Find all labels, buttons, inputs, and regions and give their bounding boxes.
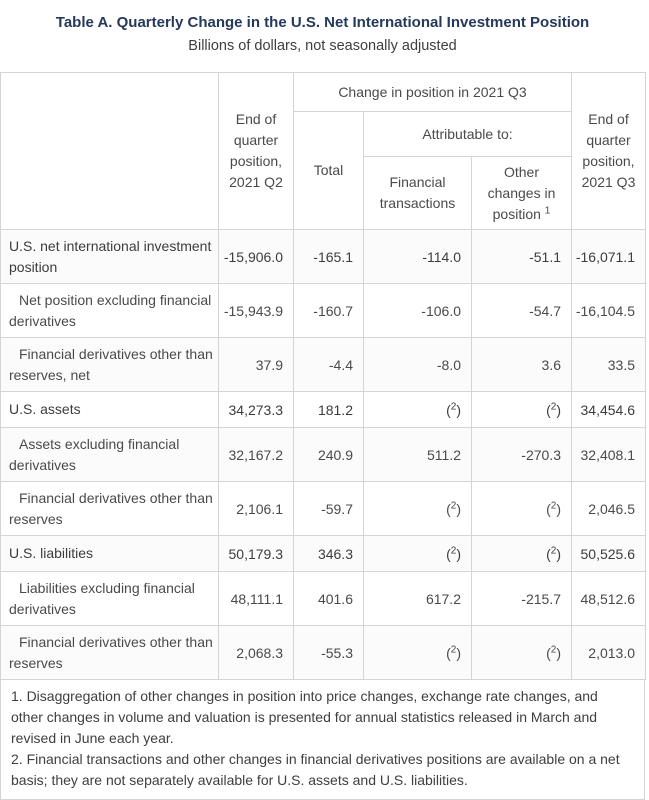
value-cell: (2) xyxy=(471,535,572,572)
title-block: Table A. Quarterly Change in the U.S. Ne… xyxy=(0,0,645,57)
page-title: Table A. Quarterly Change in the U.S. Ne… xyxy=(55,14,590,31)
value-cell: 2,068.3 xyxy=(218,625,294,680)
table-row: U.S. assets 34,273.3 181.2 (2) (2) 34,454.6 xyxy=(0,391,646,428)
value-cell: -215.7 xyxy=(471,571,572,626)
value-cell: (2) xyxy=(471,481,572,536)
footnote-ref-2: 2 xyxy=(550,643,557,655)
value-cell: 48,111.1 xyxy=(218,571,294,626)
col-header-financial-transactions: Financial transactions xyxy=(363,156,472,230)
value-cell: 50,179.3 xyxy=(218,535,294,572)
value-cell: -165.1 xyxy=(293,229,364,284)
value-cell: 511.2 xyxy=(363,427,472,482)
footnote-ref-2: 2 xyxy=(550,544,557,556)
value-cell: -16,104.5 xyxy=(571,283,646,338)
value-cell: -51.1 xyxy=(471,229,572,284)
table-row: Financial derivatives other than reserve… xyxy=(0,481,646,536)
row-label: Financial derivatives other than reserve… xyxy=(0,481,219,536)
col-header-change-group: Change in position in 2021 Q3 xyxy=(293,72,572,112)
table-row: Financial derivatives other than reserve… xyxy=(0,337,646,392)
footnote-ref-2: 2 xyxy=(550,499,557,511)
value-cell: 617.2 xyxy=(363,571,472,626)
footnote-1: 1. Disaggregation of other changes in po… xyxy=(11,688,598,746)
table-row: Financial derivatives other than reserve… xyxy=(0,625,646,680)
col-header-eoq-2021q2: End of quarter position, 2021 Q2 xyxy=(218,72,294,230)
table-header: End of quarter position, 2021 Q2 Change … xyxy=(0,72,646,230)
table-row: Net position excluding financial derivat… xyxy=(0,283,646,338)
footnotes: 1. Disaggregation of other changes in po… xyxy=(0,680,645,800)
value-cell: -59.7 xyxy=(293,481,364,536)
footnote-ref-2: 2 xyxy=(550,400,557,412)
value-cell: (2) xyxy=(363,481,472,536)
footnote-ref-2: 2 xyxy=(450,400,457,412)
value-cell: 401.6 xyxy=(293,571,364,626)
value-cell: 32,408.1 xyxy=(571,427,646,482)
value-cell: 50,525.6 xyxy=(571,535,646,572)
col-header-eoq-2021q3: End of quarter position, 2021 Q3 xyxy=(571,72,646,230)
row-label: U.S. liabilities xyxy=(0,535,219,572)
row-label: Net position excluding financial derivat… xyxy=(0,283,219,338)
value-cell: 2,046.5 xyxy=(571,481,646,536)
col-header-attributable-to: Attributable to: xyxy=(363,111,572,157)
row-label: U.S. net international investment positi… xyxy=(0,229,219,284)
col-header-other-changes: Other changes in position 1 xyxy=(471,156,572,230)
value-cell: -54.7 xyxy=(471,283,572,338)
value-cell: -16,071.1 xyxy=(571,229,646,284)
value-cell: -270.3 xyxy=(471,427,572,482)
value-cell: (2) xyxy=(471,625,572,680)
table-body: U.S. net international investment positi… xyxy=(0,229,646,680)
value-cell: -15,906.0 xyxy=(218,229,294,284)
row-label: Financial derivatives other than reserve… xyxy=(0,625,219,680)
header-row-3: Financial transactions Other changes in … xyxy=(1,156,646,230)
corner-cell xyxy=(0,72,219,230)
row-label: U.S. assets xyxy=(0,391,219,428)
value-cell: 34,273.3 xyxy=(218,391,294,428)
value-cell: (2) xyxy=(363,535,472,572)
value-cell: 33.5 xyxy=(571,337,646,392)
col-header-other-changes-label: Other changes in position xyxy=(487,163,556,222)
footnote-2: 2. Financial transactions and other chan… xyxy=(11,751,620,788)
table-row: Liabilities excluding financial derivati… xyxy=(0,571,646,626)
value-cell: 32,167.2 xyxy=(218,427,294,482)
value-cell: -114.0 xyxy=(363,229,472,284)
value-cell: 37.9 xyxy=(218,337,294,392)
value-cell: 3.6 xyxy=(471,337,572,392)
footnote-ref-2: 2 xyxy=(450,544,457,556)
value-cell: -15,943.9 xyxy=(218,283,294,338)
table-row: Assets excluding financial derivatives 32… xyxy=(0,427,646,482)
value-cell: 181.2 xyxy=(293,391,364,428)
table-row: U.S. liabilities 50,179.3 346.3 (2) (2) 50,52… xyxy=(0,535,646,572)
value-cell: -160.7 xyxy=(293,283,364,338)
row-label: Liabilities excluding financial derivati… xyxy=(0,571,219,626)
page-subtitle: Billions of dollars, not seasonally adju… xyxy=(188,38,457,54)
footnote-ref-1: 1 xyxy=(544,204,551,216)
value-cell: 34,454.6 xyxy=(571,391,646,428)
footnote-ref-2: 2 xyxy=(450,499,457,511)
row-label: Assets excluding financial derivatives xyxy=(0,427,219,482)
value-cell: -55.3 xyxy=(293,625,364,680)
col-header-total: Total xyxy=(293,111,364,230)
row-label: Financial derivatives other than reserve… xyxy=(0,337,219,392)
header-row-1: End of quarter position, 2021 Q2 Change … xyxy=(0,72,646,230)
value-cell: (2) xyxy=(363,625,472,680)
value-cell: 48,512.6 xyxy=(571,571,646,626)
value-cell: (2) xyxy=(471,391,572,428)
header-row-2: Total Attributable to: xyxy=(1,111,646,230)
table-row: U.S. net international investment positi… xyxy=(0,229,646,284)
value-cell: 346.3 xyxy=(293,535,364,572)
niip-table: End of quarter position, 2021 Q2 Change … xyxy=(0,72,646,680)
value-cell: 240.9 xyxy=(293,427,364,482)
value-cell: 2,013.0 xyxy=(571,625,646,680)
value-cell: -8.0 xyxy=(363,337,472,392)
value-cell: (2) xyxy=(363,391,472,428)
value-cell: 2,106.1 xyxy=(218,481,294,536)
value-cell: -106.0 xyxy=(363,283,472,338)
footnote-ref-2: 2 xyxy=(450,643,457,655)
value-cell: -4.4 xyxy=(293,337,364,392)
